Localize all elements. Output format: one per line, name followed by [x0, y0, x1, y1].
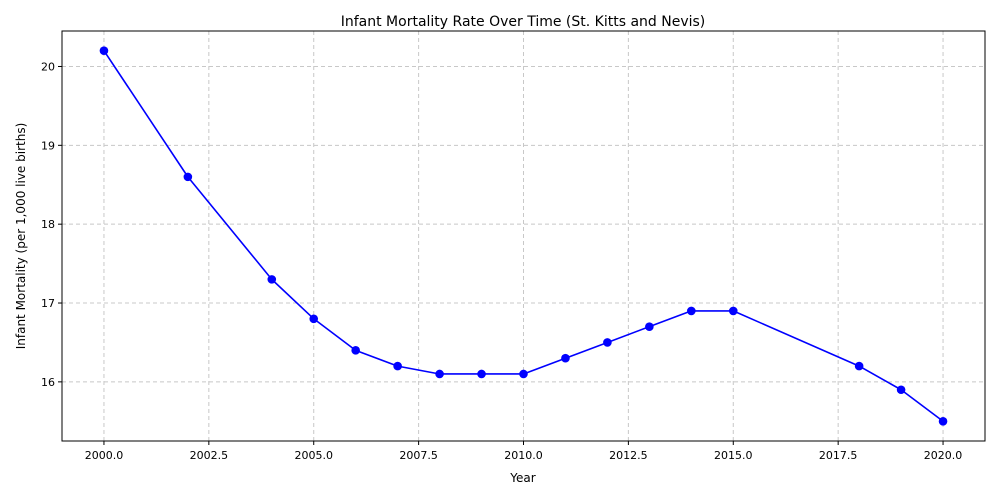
x-tick-label: 2007.5 — [399, 449, 438, 462]
data-point — [603, 338, 612, 347]
x-tick-label: 2020.0 — [924, 449, 963, 462]
series-layer — [99, 46, 948, 426]
grid — [62, 31, 985, 441]
data-point — [99, 46, 109, 56]
data-point — [896, 385, 906, 395]
x-tick-label: 2005.0 — [294, 449, 333, 462]
data-point — [938, 416, 948, 426]
x-tick-label: 2015.0 — [714, 449, 753, 462]
data-point — [351, 346, 360, 355]
data-point — [561, 353, 570, 363]
data-point — [519, 369, 528, 379]
y-tick-label: 16 — [41, 376, 55, 389]
data-point — [267, 275, 277, 284]
data-point — [477, 369, 486, 379]
x-axis: 2000.0 2002.5 2005.0 2007.5 2010.0 2012.5 2015… — [85, 441, 963, 462]
x-tick-label: 2002.5 — [190, 449, 229, 462]
y-tick-label: 20 — [41, 60, 55, 73]
data-point — [393, 361, 402, 371]
data-point — [854, 361, 864, 371]
data-point — [435, 369, 444, 379]
data-point — [183, 172, 193, 182]
x-axis-label: Year — [509, 471, 535, 485]
y-axis-label: Infant Mortality (per 1,000 live births) — [14, 123, 28, 350]
x-tick-label: 2012.5 — [609, 449, 648, 462]
data-point — [728, 306, 738, 316]
chart-title: Infant Mortality Rate Over Time (St. Kit… — [341, 14, 706, 30]
data-point — [309, 314, 319, 324]
y-tick-label: 17 — [41, 297, 55, 310]
y-tick-label: 19 — [41, 139, 55, 152]
y-axis: 16 17 18 19 20 — [41, 60, 62, 389]
y-tick-label: 18 — [41, 218, 55, 231]
x-tick-label: 2010.0 — [504, 449, 543, 462]
x-tick-label: 2017.5 — [819, 449, 858, 462]
data-point — [645, 322, 654, 331]
data-point — [687, 306, 696, 316]
x-tick-label: 2000.0 — [85, 449, 124, 462]
